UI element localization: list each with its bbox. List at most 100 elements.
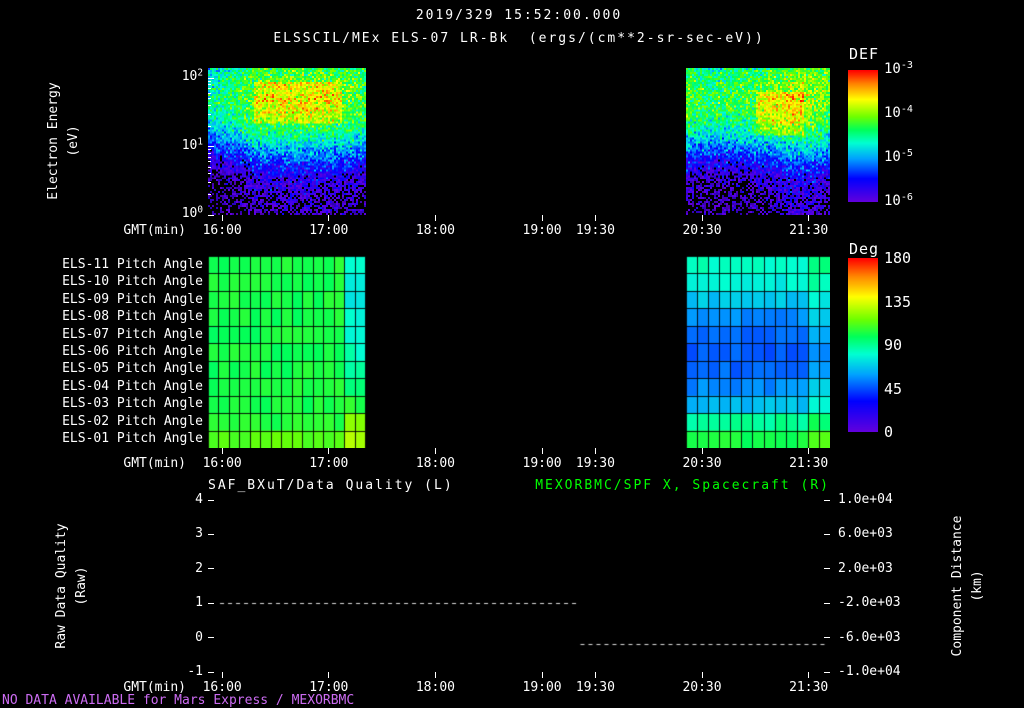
gmt-label-bottom: GMT(min) — [123, 680, 186, 695]
time-tick-label: 19:30 — [575, 223, 615, 238]
time-tick-mark — [701, 448, 703, 454]
distance-tick-mark — [824, 602, 830, 604]
pitch-row-label: ELS-08 Pitch Angle — [62, 309, 203, 325]
time-tick-label: 19:00 — [522, 223, 562, 238]
energy-axis-label-line2: (eV) — [66, 125, 81, 157]
time-tick-label: 17:00 — [309, 223, 349, 238]
deg-scale-label: 45 — [884, 379, 903, 398]
energy-minor-tick-mark — [208, 98, 211, 100]
energy-minor-tick-mark — [208, 88, 211, 90]
energy-minor-tick-mark — [208, 80, 211, 82]
footer-no-data: NO DATA AVAILABLE for Mars Express / MEX… — [2, 693, 355, 708]
time-tick-mark — [328, 215, 330, 221]
gmt-label-middle: GMT(min) — [123, 456, 186, 471]
energy-minor-tick-mark — [208, 104, 211, 106]
time-tick-label: 20:30 — [682, 680, 722, 695]
time-tick-label: 21:30 — [789, 680, 829, 695]
time-tick-mark — [434, 448, 436, 454]
energy-axis-label-line1: Electron Energy — [46, 82, 61, 200]
energy-axis-label: Electron Energy (eV) — [44, 21, 84, 261]
quality-tick-label: 2 — [195, 560, 203, 576]
colorbar-def-label: DEF — [849, 45, 880, 63]
deg-colorbar — [848, 258, 878, 432]
quality-tick-label: 0 — [195, 629, 203, 645]
pitch-row-label: ELS-03 Pitch Angle — [62, 396, 203, 412]
distance-tick-label: -1.0e+04 — [838, 664, 901, 679]
time-tick-mark — [221, 215, 223, 221]
energy-minor-tick-mark — [208, 113, 211, 115]
bottom-right-title: MEXORBMC/SPF X, Spacecraft (R) — [535, 478, 830, 493]
energy-minor-tick-mark — [208, 125, 211, 127]
energy-minor-tick-mark — [208, 181, 211, 183]
distance-tick-mark — [824, 637, 830, 639]
energy-minor-tick-mark — [208, 152, 211, 154]
distance-axis-label-line2: (km) — [970, 570, 985, 602]
energy-minor-tick-mark — [208, 92, 211, 94]
energy-spectrogram-canvas — [208, 68, 830, 215]
datetime-title: 2019/329 15:52:00.000 — [415, 8, 623, 23]
time-tick-mark — [594, 672, 596, 678]
time-tick-label: 20:30 — [682, 456, 722, 471]
time-tick-mark — [541, 672, 543, 678]
time-tick-label: 20:30 — [682, 223, 722, 238]
distance-tick-mark — [824, 671, 830, 673]
quality-axis-label: Raw Data Quality (Raw) — [52, 466, 92, 706]
time-tick-label: 19:00 — [522, 456, 562, 471]
deg-scale-label: 180 — [884, 249, 912, 267]
pitch-row-label: ELS-04 Pitch Angle — [62, 378, 203, 394]
time-tick-mark — [541, 448, 543, 454]
distance-axis-label: Component Distance (km) — [948, 466, 988, 706]
time-tick-label: 18:00 — [415, 223, 455, 238]
time-tick-mark — [808, 215, 810, 221]
energy-tick-label: 101 — [181, 135, 203, 153]
time-tick-mark — [221, 672, 223, 678]
time-tick-mark — [594, 448, 596, 454]
time-tick-mark — [701, 672, 703, 678]
quality-axis-label-line2: (Raw) — [74, 566, 89, 606]
plot-title: ELSSCIL/MEx ELS-07 LR-Bk (ergs/(cm**2-sr… — [273, 31, 765, 46]
distance-tick-mark — [824, 499, 830, 501]
time-tick-label: 19:00 — [522, 680, 562, 695]
distance-axis-label-line1: Component Distance — [950, 515, 965, 657]
energy-minor-tick-mark — [208, 84, 211, 86]
energy-tick-label: 102 — [181, 67, 203, 85]
distance-tick-label: 2.0e+03 — [838, 560, 893, 576]
time-axis-bottom: 16:00 17:00 18:00 19:00 19:30 20:30 21:30 — [203, 672, 830, 698]
pitch-row-label: ELS-11 Pitch Angle — [62, 256, 203, 272]
def-scale-label: 10-4 — [884, 103, 913, 121]
time-tick-mark — [808, 672, 810, 678]
quality-tick-label: 3 — [195, 526, 203, 542]
def-colorbar — [848, 70, 878, 202]
time-tick-label: 21:30 — [789, 456, 829, 471]
quality-tick-mark — [208, 533, 214, 535]
pitch-row-label: ELS-06 Pitch Angle — [62, 344, 203, 359]
quality-line-canvas — [208, 500, 830, 672]
time-tick-mark — [328, 672, 330, 678]
energy-tick-mark — [208, 214, 214, 216]
pitch-row-label: ELS-10 Pitch Angle — [62, 274, 203, 290]
energy-minor-tick-mark — [208, 193, 211, 195]
pitch-row-label: ELS-05 Pitch Angle — [62, 361, 203, 377]
energy-minor-tick-mark — [208, 166, 211, 168]
time-axis-top: 16:00 17:00 18:00 19:00 19:30 20:30 21:30 — [203, 215, 830, 241]
time-tick-label: 16:00 — [202, 680, 242, 695]
deg-scale-label: 90 — [884, 336, 903, 354]
distance-tick-label: -2.0e+03 — [838, 595, 901, 611]
def-scale-label: 10-3 — [884, 59, 913, 77]
time-tick-mark — [701, 215, 703, 221]
quality-tick-mark — [208, 671, 214, 673]
pitch-angle-canvas — [208, 256, 830, 448]
quality-axis-label-line1: Raw Data Quality — [54, 523, 69, 649]
time-tick-mark — [808, 448, 810, 454]
distance-tick-label: 6.0e+03 — [838, 526, 893, 542]
deg-scale-label: 0 — [884, 423, 894, 441]
quality-tick-label: -1 — [187, 664, 203, 679]
time-tick-mark — [434, 672, 436, 678]
time-tick-mark — [221, 448, 223, 454]
quality-tick-mark — [208, 637, 214, 639]
energy-minor-tick-mark — [208, 161, 211, 163]
distance-tick-label: 1.0e+04 — [838, 492, 893, 507]
def-scale-label: 10-6 — [884, 191, 913, 209]
time-tick-mark — [434, 215, 436, 221]
